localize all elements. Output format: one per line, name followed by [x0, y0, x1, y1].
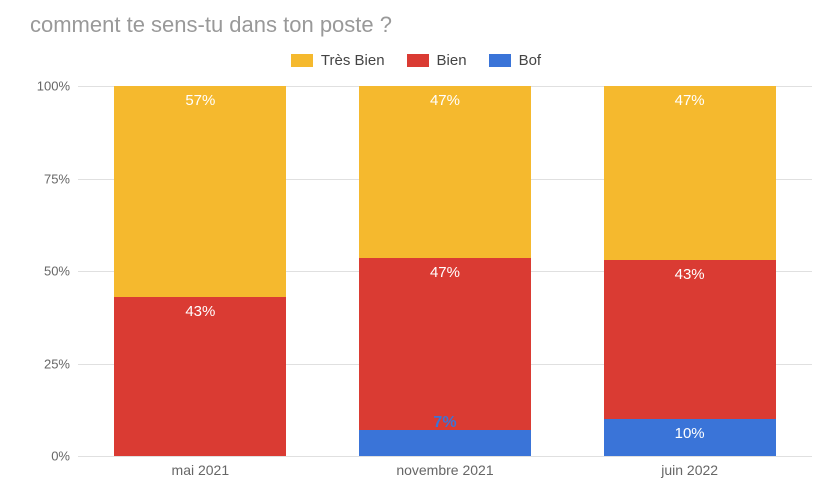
- y-tick-label: 0%: [28, 449, 70, 464]
- segment-label: 43%: [185, 297, 215, 320]
- legend-swatch-bien: [407, 54, 429, 67]
- legend-swatch-tres-bien: [291, 54, 313, 67]
- segment-tres-bien: 47%: [359, 86, 531, 258]
- segment-bof: 10%: [604, 419, 776, 456]
- legend-item-bof: Bof: [489, 52, 542, 69]
- y-tick-label: 50%: [28, 264, 70, 279]
- segment-label: 47%: [430, 258, 460, 281]
- segment-label: 47%: [675, 86, 705, 109]
- legend-swatch-bof: [489, 54, 511, 67]
- legend-item-tres-bien: Très Bien: [291, 52, 385, 69]
- segment-tres-bien: 57%: [114, 86, 286, 297]
- legend: Très Bien Bien Bof: [0, 52, 832, 69]
- plot-area: 100% 75% 50% 25% 0% 57%43%47%47%7%47%43%…: [78, 86, 812, 456]
- y-tick-label: 100%: [28, 79, 70, 94]
- x-tick-label: juin 2022: [604, 462, 776, 478]
- legend-label: Très Bien: [321, 52, 385, 69]
- y-tick-label: 25%: [28, 356, 70, 371]
- bar-group: 47% 43% 10%: [604, 86, 776, 456]
- legend-item-bien: Bien: [407, 52, 467, 69]
- bars-container: 57% 43% 47% 47% 7% 47% 43% 10%: [78, 86, 812, 456]
- x-tick-label: novembre 2021: [359, 462, 531, 478]
- legend-label: Bien: [437, 52, 467, 69]
- y-tick-label: 75%: [28, 171, 70, 186]
- segment-label: 43%: [675, 260, 705, 283]
- gridline: [78, 456, 812, 457]
- x-tick-label: mai 2021: [114, 462, 286, 478]
- bar-group: 47% 47% 7%: [359, 86, 531, 456]
- x-axis-labels: mai 2021 novembre 2021 juin 2022: [78, 462, 812, 478]
- segment-label: 47%: [430, 86, 460, 109]
- segment-bien: 47%: [359, 258, 531, 430]
- segment-label: 10%: [675, 419, 705, 442]
- legend-label: Bof: [519, 52, 542, 69]
- segment-bof: 7%: [359, 430, 531, 456]
- segment-label: 57%: [185, 86, 215, 109]
- bar-group: 57% 43%: [114, 86, 286, 456]
- segment-tres-bien: 47%: [604, 86, 776, 260]
- segment-bien: 43%: [604, 260, 776, 419]
- segment-label: 7%: [433, 408, 456, 432]
- chart-title: comment te sens-tu dans ton poste ?: [30, 12, 392, 38]
- segment-bien: 43%: [114, 297, 286, 456]
